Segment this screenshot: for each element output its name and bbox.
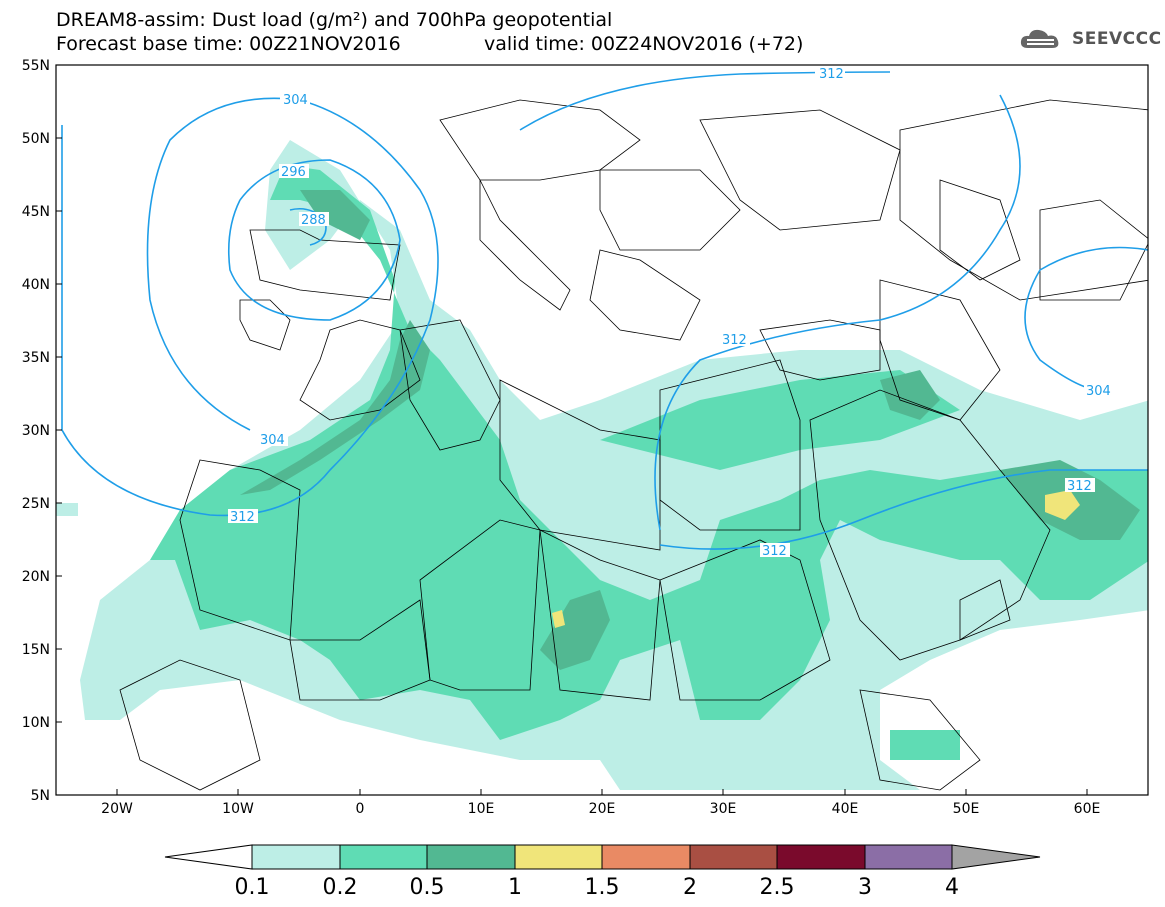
lat-label: 5N bbox=[31, 788, 50, 804]
colorbar-high-arrow bbox=[951, 844, 1041, 870]
forecast-base-time: Forecast base time: 00Z21NOV2016 bbox=[56, 33, 401, 55]
colorbar-tick-label: 1.5 bbox=[585, 875, 620, 900]
latitude-labels: 55N 50N 45N 40N 35N 30N 25N 20N 15N 10N … bbox=[22, 58, 50, 804]
colorbar-tick-label: 4 bbox=[945, 875, 959, 900]
dust-region-mid bbox=[150, 165, 1148, 740]
contour-label: 304 bbox=[260, 433, 285, 448]
colorbar-tick-label: 0.2 bbox=[323, 875, 358, 900]
colorbar-swatch bbox=[689, 844, 778, 870]
contour-label: 296 bbox=[281, 165, 306, 180]
axis-ticks bbox=[56, 64, 1088, 795]
dust-region-high bbox=[240, 320, 430, 495]
lat-label: 40N bbox=[22, 277, 50, 293]
colorbar-tick-label: 1 bbox=[508, 875, 522, 900]
contour-label: 312 bbox=[1067, 479, 1092, 494]
lat-label: 25N bbox=[22, 496, 50, 512]
logo-text: SEEVCCC bbox=[1072, 29, 1162, 49]
colorbar-tick-label: 2 bbox=[683, 875, 697, 900]
colorbar-swatch bbox=[864, 844, 953, 870]
country-borders bbox=[119, 99, 1148, 791]
cloud-icon bbox=[1020, 29, 1059, 48]
lon-label: 10W bbox=[222, 801, 254, 817]
colorbar-swatch bbox=[339, 844, 428, 870]
lat-label: 35N bbox=[22, 350, 50, 366]
colorbar-tick-label: 0.5 bbox=[410, 875, 445, 900]
colorbar-swatch bbox=[601, 844, 691, 870]
contour-label: 312 bbox=[762, 544, 787, 559]
colorbar-tick-label: 0.1 bbox=[235, 875, 270, 900]
lon-label: 20W bbox=[101, 801, 133, 817]
contour-label: 312 bbox=[722, 333, 747, 348]
lat-label: 15N bbox=[22, 642, 50, 658]
colorbar-swatch bbox=[426, 844, 516, 870]
lon-label: 40E bbox=[832, 801, 859, 817]
longitude-labels: 20W 10W 0 10E 20E 30E 40E 50E 60E bbox=[101, 801, 1100, 817]
dust-region-peak bbox=[1045, 490, 1080, 520]
lat-label: 30N bbox=[22, 423, 50, 439]
lon-label: 30E bbox=[710, 801, 737, 817]
lon-label: 0 bbox=[356, 801, 365, 817]
valid-time: valid time: 00Z24NOV2016 (+72) bbox=[484, 33, 804, 55]
lat-label: 20N bbox=[22, 569, 50, 585]
colorbar-low-arrow bbox=[164, 844, 253, 870]
map-title: DREAM8-assim: Dust load (g/m²) and 700hP… bbox=[56, 9, 613, 31]
lat-label: 55N bbox=[22, 58, 50, 74]
lon-label: 60E bbox=[1074, 801, 1101, 817]
contour-label: 312 bbox=[819, 67, 844, 82]
dust-field bbox=[56, 140, 1148, 790]
seevccc-logo: SEEVCCC bbox=[1018, 24, 1162, 54]
colorbar-swatch bbox=[514, 844, 603, 870]
lat-label: 50N bbox=[22, 131, 50, 147]
lon-label: 10E bbox=[468, 801, 495, 817]
lon-label: 50E bbox=[953, 801, 980, 817]
contour-labels: 312 304 296 288 312 304 312 312 312 304 bbox=[228, 66, 1114, 559]
contour-label: 304 bbox=[1086, 384, 1111, 399]
lon-label: 20E bbox=[589, 801, 616, 817]
lat-label: 10N bbox=[22, 715, 50, 731]
colorbar-swatch bbox=[776, 844, 866, 870]
contour-label: 288 bbox=[301, 213, 326, 228]
colorbar-tick-label: 3 bbox=[858, 875, 872, 900]
lat-label: 45N bbox=[22, 204, 50, 220]
colorbar-swatch bbox=[251, 844, 341, 870]
colorbar: 0.1 0.2 0.5 1 1.5 2 2.5 3 4 bbox=[164, 844, 1041, 900]
contour-label: 304 bbox=[283, 93, 308, 108]
colorbar-tick-label: 2.5 bbox=[760, 875, 795, 900]
contour-label: 312 bbox=[230, 510, 255, 525]
